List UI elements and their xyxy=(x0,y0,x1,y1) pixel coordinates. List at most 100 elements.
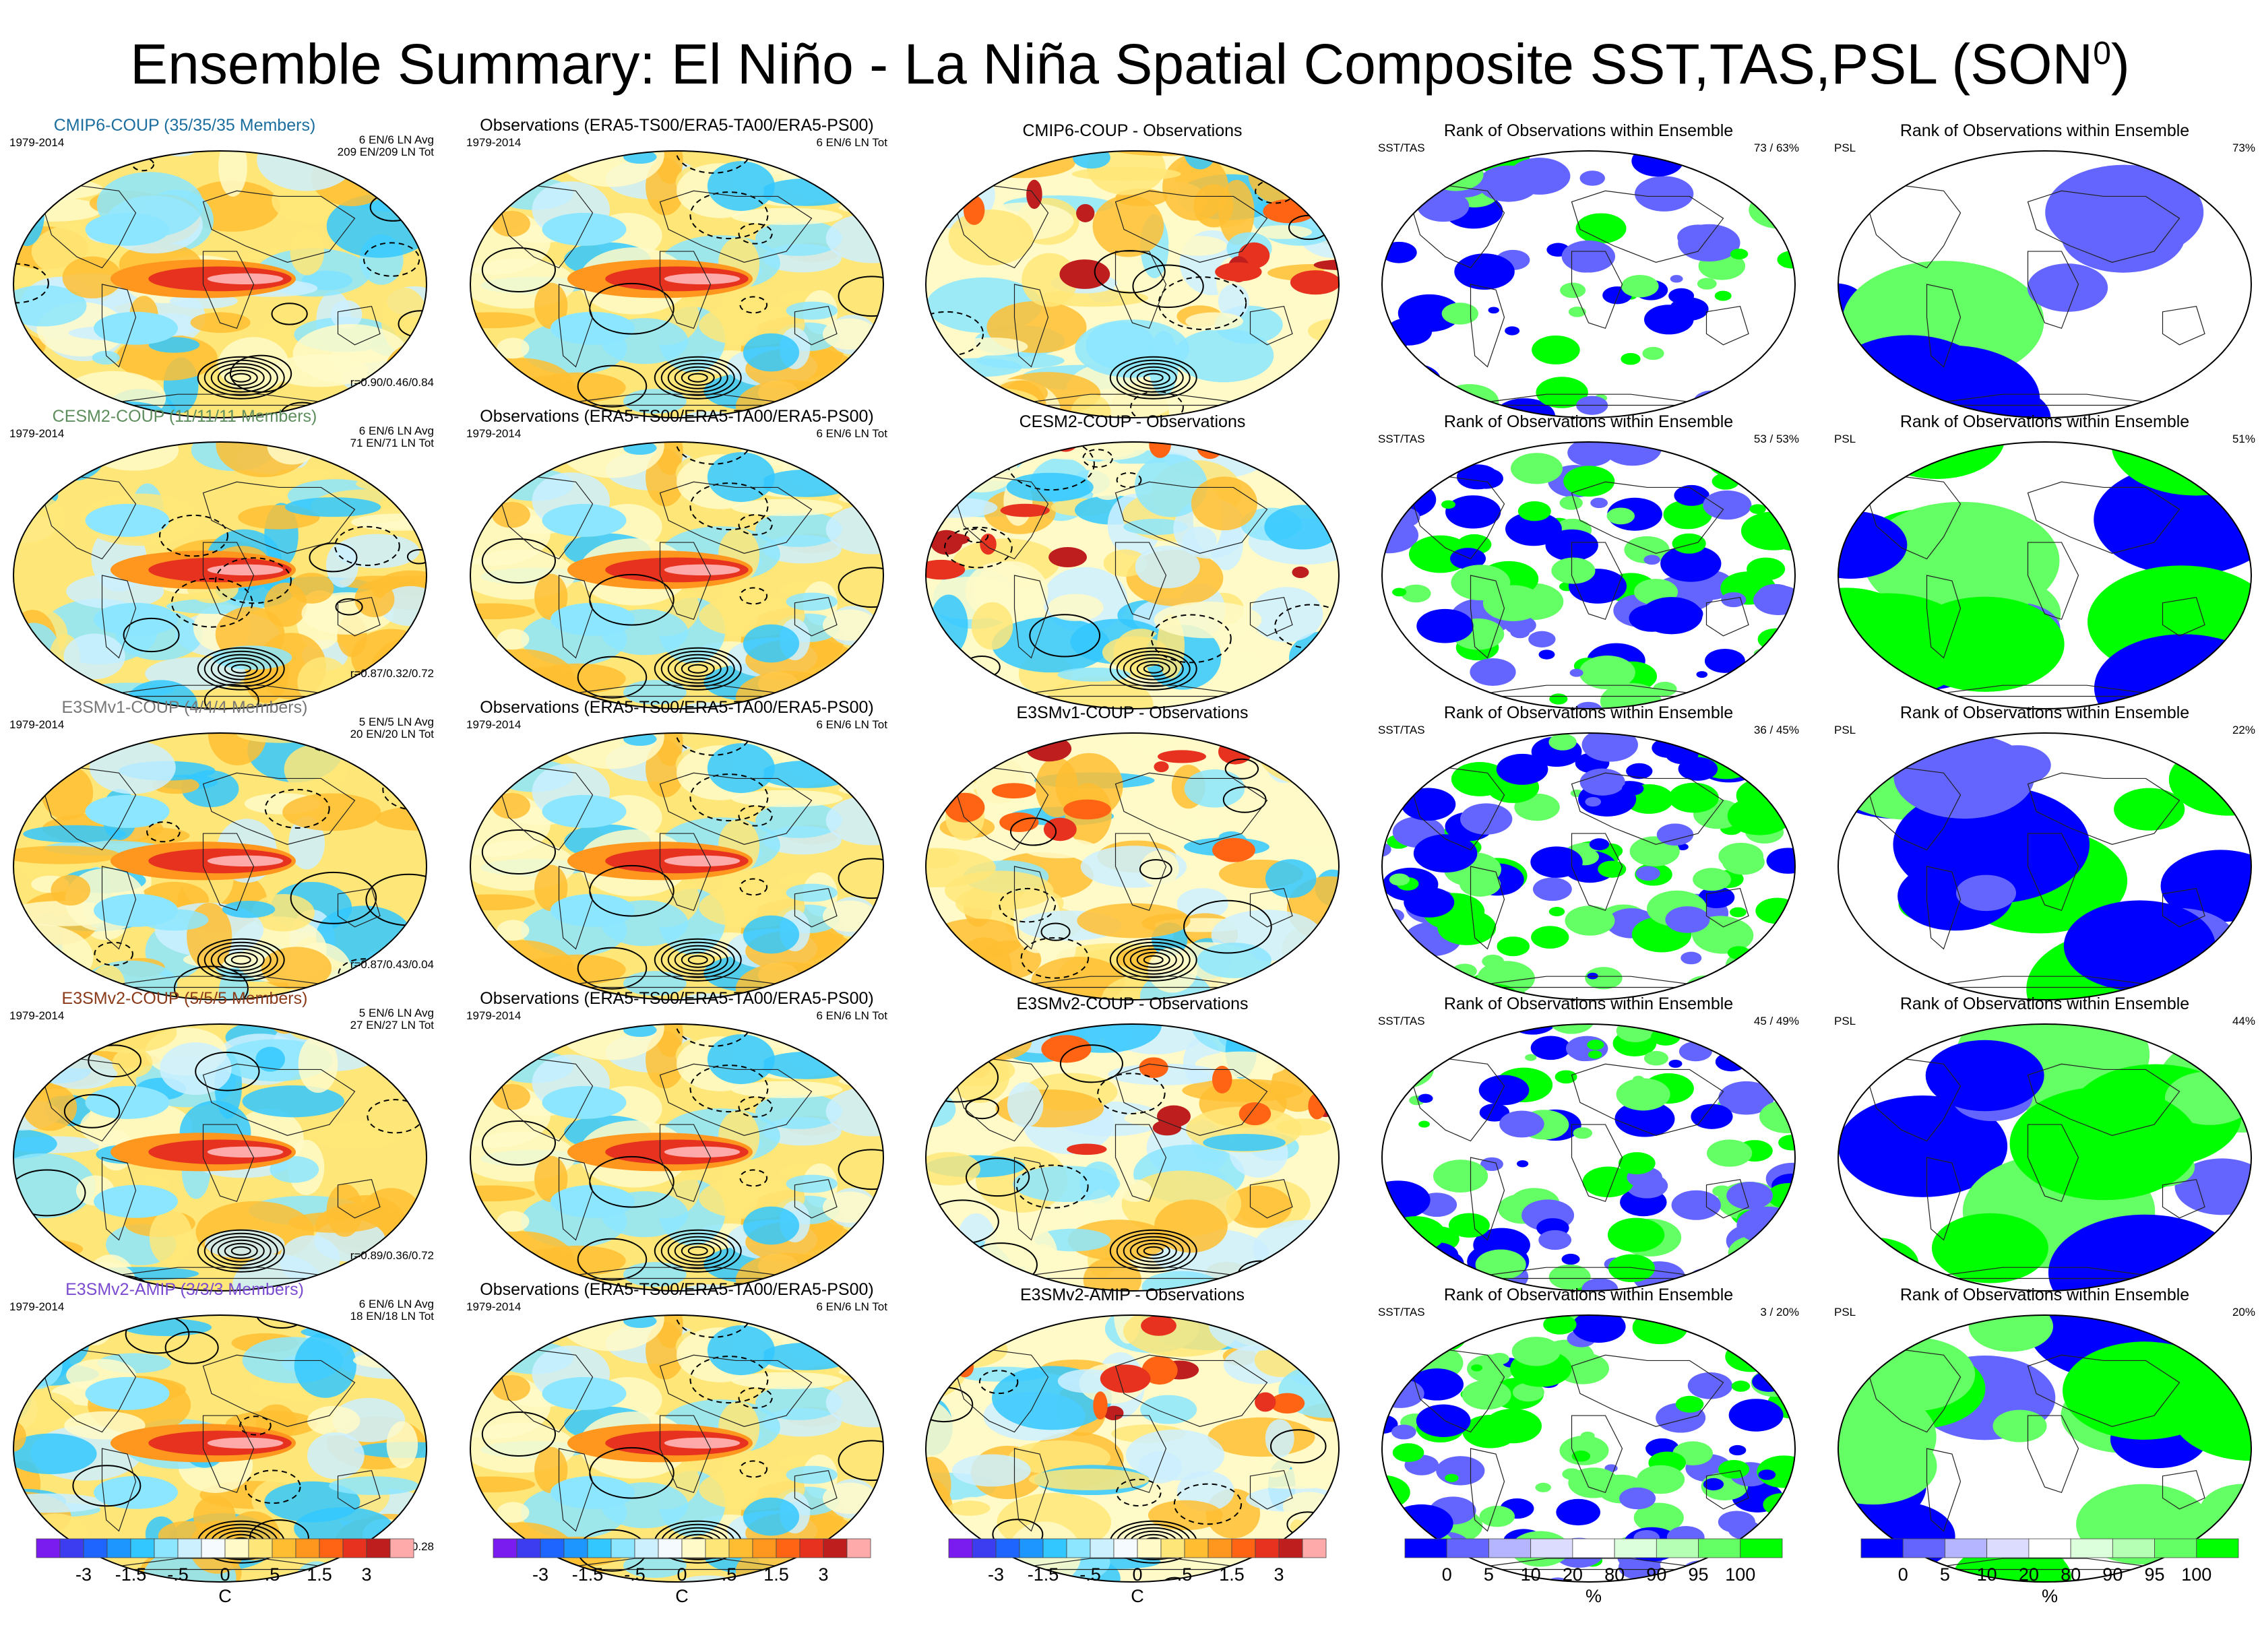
map-border xyxy=(1838,1023,2252,1292)
colorbar-swatch xyxy=(681,1538,706,1558)
colorbar-tick-label: 1.5 xyxy=(307,1564,332,1585)
colorbar-swatch xyxy=(1066,1538,1091,1558)
temp-colorbar: -3 -1.5 -.5 0 .5 1.5 3 C xyxy=(948,1538,1327,1606)
colorbar-swatch xyxy=(1530,1538,1573,1558)
obs-period-label: 1979-2014 xyxy=(466,1009,522,1022)
map-border xyxy=(1381,150,1796,418)
colorbar-swatch xyxy=(224,1538,249,1558)
map-fill xyxy=(1382,733,1795,1000)
colorbar-swatch xyxy=(995,1538,1020,1558)
obs-counts: 6 EN/6 LN Tot xyxy=(816,136,887,149)
map-fill xyxy=(13,442,427,709)
colorbar-swatch xyxy=(1860,1538,1904,1558)
difference-title: E3SMv1-COUP - Observations xyxy=(1016,703,1249,722)
map-border xyxy=(1381,1023,1796,1292)
colorbar-swatch xyxy=(1207,1538,1232,1558)
rank-psl-percent: 73% xyxy=(2232,141,2255,154)
colorbar-swatch xyxy=(493,1538,517,1558)
rank-psl-percent: 20% xyxy=(2232,1306,2255,1319)
difference-title: CMIP6-COUP - Observations xyxy=(1022,121,1243,140)
rank-sst-percent: 73 / 63% xyxy=(1753,141,1799,154)
colorbar-swatch xyxy=(1231,1538,1256,1558)
obs-title: Observations (ERA5-TS00/ERA5-TA00/ERA5-P… xyxy=(480,116,874,135)
colorbar-swatch xyxy=(83,1538,108,1558)
colorbar-swatch xyxy=(540,1538,565,1558)
obs-period-label: 1979-2014 xyxy=(466,136,522,149)
obs-counts: 6 EN/6 LN Tot xyxy=(816,427,887,440)
colorbar-tick-label: 0 xyxy=(1132,1564,1142,1585)
model-counts-total: 27 EN/27 LN Tot xyxy=(350,1019,434,1031)
period-label: 1979-2014 xyxy=(9,427,65,440)
colorbar-tick-label: 20 xyxy=(1563,1564,1583,1585)
colorbar-swatch xyxy=(1042,1538,1067,1558)
colorbar-swatch xyxy=(823,1538,848,1558)
colorbar-swatch xyxy=(2070,1538,2113,1558)
colorbar-tick-label: 100 xyxy=(1725,1564,1755,1585)
obs-title: Observations (ERA5-TS00/ERA5-TA00/ERA5-P… xyxy=(480,407,874,426)
colorbar-swatch xyxy=(59,1538,84,1558)
colorbar-tick-label: 10 xyxy=(1977,1564,1997,1585)
colorbar-swatch xyxy=(295,1538,320,1558)
obs-counts: 6 EN/6 LN Tot xyxy=(816,1009,887,1022)
rank-sst-label: SST/TAS xyxy=(1378,724,1425,736)
rank-psl-percent: 44% xyxy=(2232,1015,2255,1027)
rank-colorbar: 0 5 10 20 80 90 95 100% xyxy=(1404,1538,1783,1606)
colorbar-unit: C xyxy=(675,1586,689,1606)
colorbar-swatch xyxy=(2028,1538,2071,1558)
obs-period-label: 1979-2014 xyxy=(466,1300,522,1313)
colorbar-swatch xyxy=(752,1538,777,1558)
model-composite-map xyxy=(13,732,427,1000)
colorbar-swatch xyxy=(799,1538,824,1558)
colorbar-tick-label: 1.5 xyxy=(763,1564,789,1585)
rank-title-sst: Rank of Observations within Ensemble xyxy=(1443,994,1734,1013)
model-composite-map xyxy=(13,441,427,709)
map-fill xyxy=(470,151,883,418)
colorbar-tick-label: 5 xyxy=(1940,1564,1950,1585)
map-fill xyxy=(926,442,1339,709)
map-fill xyxy=(470,1024,883,1291)
observations-map xyxy=(470,1314,884,1583)
rank-psl-label: PSL xyxy=(1834,1306,1856,1319)
rank-sst-label: SST/TAS xyxy=(1378,141,1425,154)
period-label: 1979-2014 xyxy=(9,718,65,731)
colorbar-swatch xyxy=(1404,1538,1447,1558)
map-fill xyxy=(926,1024,1339,1291)
colorbar-swatch xyxy=(342,1538,367,1558)
colorbar-swatch xyxy=(846,1538,871,1558)
colorbar-swatch xyxy=(1902,1538,1945,1558)
map-fill xyxy=(926,151,1339,418)
colorbar-swatch xyxy=(1278,1538,1303,1558)
model-title: E3SMv2-AMIP (3/3/3 Members) xyxy=(65,1280,304,1299)
period-label: 1979-2014 xyxy=(9,136,65,149)
colorbar-swatch xyxy=(130,1538,155,1558)
colorbar-tick-label: 80 xyxy=(1604,1564,1625,1585)
model-counts-avg: 6 EN/6 LN Avg xyxy=(358,424,434,437)
map-fill xyxy=(1382,442,1795,709)
colorbar-swatch xyxy=(516,1538,541,1558)
colorbar-swatch xyxy=(106,1538,131,1558)
colorbar-tick-label: -.5 xyxy=(167,1564,189,1585)
map-border xyxy=(13,150,427,418)
observations-map xyxy=(470,732,884,1000)
map-border xyxy=(13,441,427,709)
colorbar-tick-label: -3 xyxy=(988,1564,1004,1585)
colorbar-swatch xyxy=(1160,1538,1185,1558)
rank-title-sst: Rank of Observations within Ensemble xyxy=(1443,703,1734,722)
map-border xyxy=(13,1023,427,1292)
observations-map xyxy=(470,1023,884,1292)
map-border xyxy=(925,150,1340,418)
pattern-correlation: r=0.89/0.36/0.72 xyxy=(350,1249,434,1262)
rank-sst-percent: 53 / 53% xyxy=(1753,433,1799,445)
colorbar-swatch xyxy=(1137,1538,1162,1558)
map-border xyxy=(925,732,1340,1000)
obs-title: Observations (ERA5-TS00/ERA5-TA00/ERA5-P… xyxy=(480,1280,874,1299)
map-border xyxy=(1381,732,1796,1000)
rank-sst-label: SST/TAS xyxy=(1378,433,1425,445)
rank-psl-label: PSL xyxy=(1834,141,1856,154)
rank-sst-map xyxy=(1381,732,1796,1000)
colorbar-tick-label: 3 xyxy=(1274,1564,1284,1585)
map-fill xyxy=(1838,1024,2251,1291)
colorbar-swatch xyxy=(272,1538,296,1558)
rank-sst-label: SST/TAS xyxy=(1378,1306,1425,1319)
colorbar-tick-label: 80 xyxy=(2061,1564,2081,1585)
